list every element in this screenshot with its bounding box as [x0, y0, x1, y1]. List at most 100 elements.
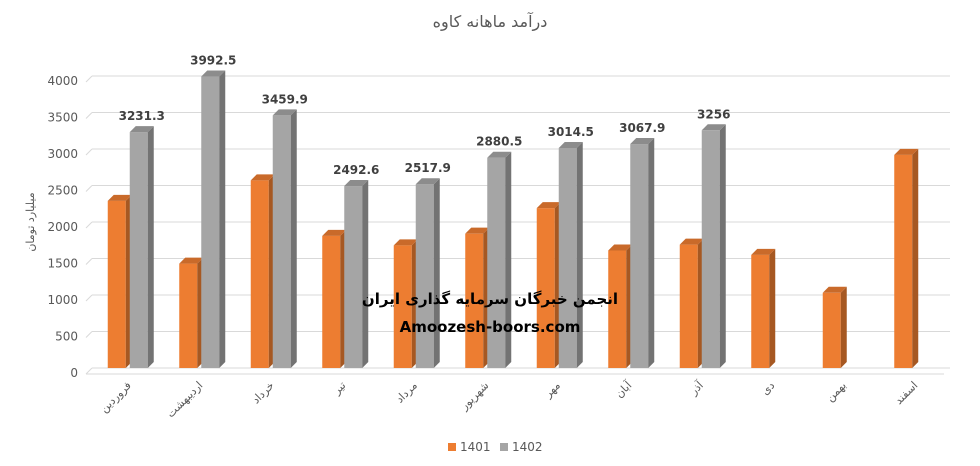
bar — [201, 70, 226, 369]
bar-top — [272, 109, 297, 116]
bar-side — [433, 178, 440, 368]
bar-front — [558, 147, 577, 368]
bar — [250, 174, 275, 368]
gridline-edge — [85, 221, 93, 229]
legend-swatch — [500, 443, 508, 451]
bar — [107, 194, 132, 368]
bar-top — [322, 229, 347, 236]
bar — [751, 248, 776, 368]
gridline-edge — [85, 75, 93, 83]
x-tick-label: آذر — [686, 378, 707, 399]
gridlines — [85, 75, 950, 375]
x-tick-label: فروردین — [98, 379, 134, 415]
bar-top — [536, 202, 561, 209]
bar-top — [107, 194, 132, 201]
bar-top — [487, 151, 512, 158]
bar — [487, 151, 512, 368]
gridline-edge — [85, 294, 93, 302]
bar-top — [630, 138, 655, 145]
bars — [107, 70, 919, 369]
data-labels: 3231.3 3992.5 3459.9 2492.6 2517.9 2880.5 3014… — [119, 54, 731, 177]
bar-front — [322, 235, 341, 368]
x-tick-label: مهر — [541, 379, 563, 401]
bar-top — [608, 244, 633, 251]
bar-front — [344, 186, 363, 368]
bar-front — [822, 292, 841, 368]
bar-top — [894, 148, 919, 155]
x-tick-label: خرداد — [249, 379, 276, 406]
bar-top — [415, 178, 440, 185]
y-tick-label: 2500 — [47, 184, 78, 198]
bar — [894, 148, 919, 368]
bar-top — [201, 70, 226, 77]
bar-side — [576, 141, 583, 368]
y-axis-label: میلیارد تومان — [24, 192, 37, 251]
x-tick-label: دی — [759, 379, 778, 398]
x-tick-label: اسفند — [892, 379, 920, 407]
y-axis-ticks: 0 500 1000 1500 2000 2500 3000 3500 4000 — [47, 74, 78, 380]
legend-label: 1402 — [512, 440, 543, 454]
bar-side — [719, 124, 726, 368]
bar — [630, 138, 655, 368]
bar — [415, 178, 440, 368]
data-label: 2492.6 — [333, 163, 379, 177]
bar-front — [608, 250, 627, 368]
bar-front — [201, 76, 220, 369]
bar — [344, 180, 369, 368]
legend-swatch — [448, 443, 456, 451]
bar-front — [129, 132, 148, 368]
bar-front — [393, 245, 412, 368]
bar-side — [912, 148, 919, 368]
bar-front — [415, 184, 434, 368]
bar-front — [751, 254, 770, 368]
y-tick-label: 3500 — [47, 111, 78, 125]
x-tick-label: آبان — [612, 378, 635, 401]
gridline-edge — [85, 258, 93, 265]
bar-front — [465, 233, 484, 368]
bar-side — [840, 286, 847, 368]
bar-top — [344, 180, 369, 187]
y-tick-label: 500 — [55, 330, 78, 344]
y-tick-label: 0 — [70, 366, 78, 380]
bar — [536, 202, 561, 368]
bar-top — [822, 286, 847, 293]
data-label: 3067.9 — [619, 121, 665, 135]
bar-top — [129, 126, 154, 133]
gridline-edge — [85, 331, 93, 338]
bar-front — [487, 157, 506, 368]
watermark-title: انجمن خبرگان سرمایه گذاری ایران — [361, 290, 619, 308]
bar-top — [179, 257, 204, 264]
y-tick-label: 4000 — [47, 74, 78, 88]
bar — [272, 109, 297, 368]
data-label: 2517.9 — [405, 161, 451, 175]
bar-front — [894, 154, 913, 368]
y-tick-label: 2000 — [47, 220, 78, 234]
y-tick-label: 1500 — [47, 257, 78, 271]
watermark-url: Amoozesh-boors.com — [399, 318, 581, 336]
bar — [179, 257, 204, 368]
bar-top — [679, 238, 704, 245]
bar-front — [179, 263, 198, 368]
bar-top — [250, 174, 275, 181]
bar-top — [751, 248, 776, 255]
x-tick-label: تیر — [330, 379, 349, 398]
data-label: 3459.9 — [262, 92, 308, 106]
bar-front — [701, 130, 720, 368]
bar-front — [250, 180, 269, 368]
bar-front — [107, 200, 126, 368]
x-axis-ticks: فروردین اردیبهشت خرداد تیر مرداد شهریور مهر آبا… — [98, 378, 921, 421]
bar — [393, 239, 418, 368]
bar-side — [362, 180, 369, 368]
gridline-edge — [85, 148, 93, 156]
bar-side — [769, 248, 776, 368]
bar-side — [505, 151, 512, 368]
x-tick-label: مرداد — [393, 379, 420, 406]
y-tick-label: 3000 — [47, 147, 78, 161]
bar-top — [465, 227, 490, 234]
bar — [822, 286, 847, 368]
bar-side — [648, 138, 655, 368]
bar — [558, 141, 583, 368]
bar-top — [701, 124, 726, 131]
data-label: 2880.5 — [476, 135, 522, 149]
